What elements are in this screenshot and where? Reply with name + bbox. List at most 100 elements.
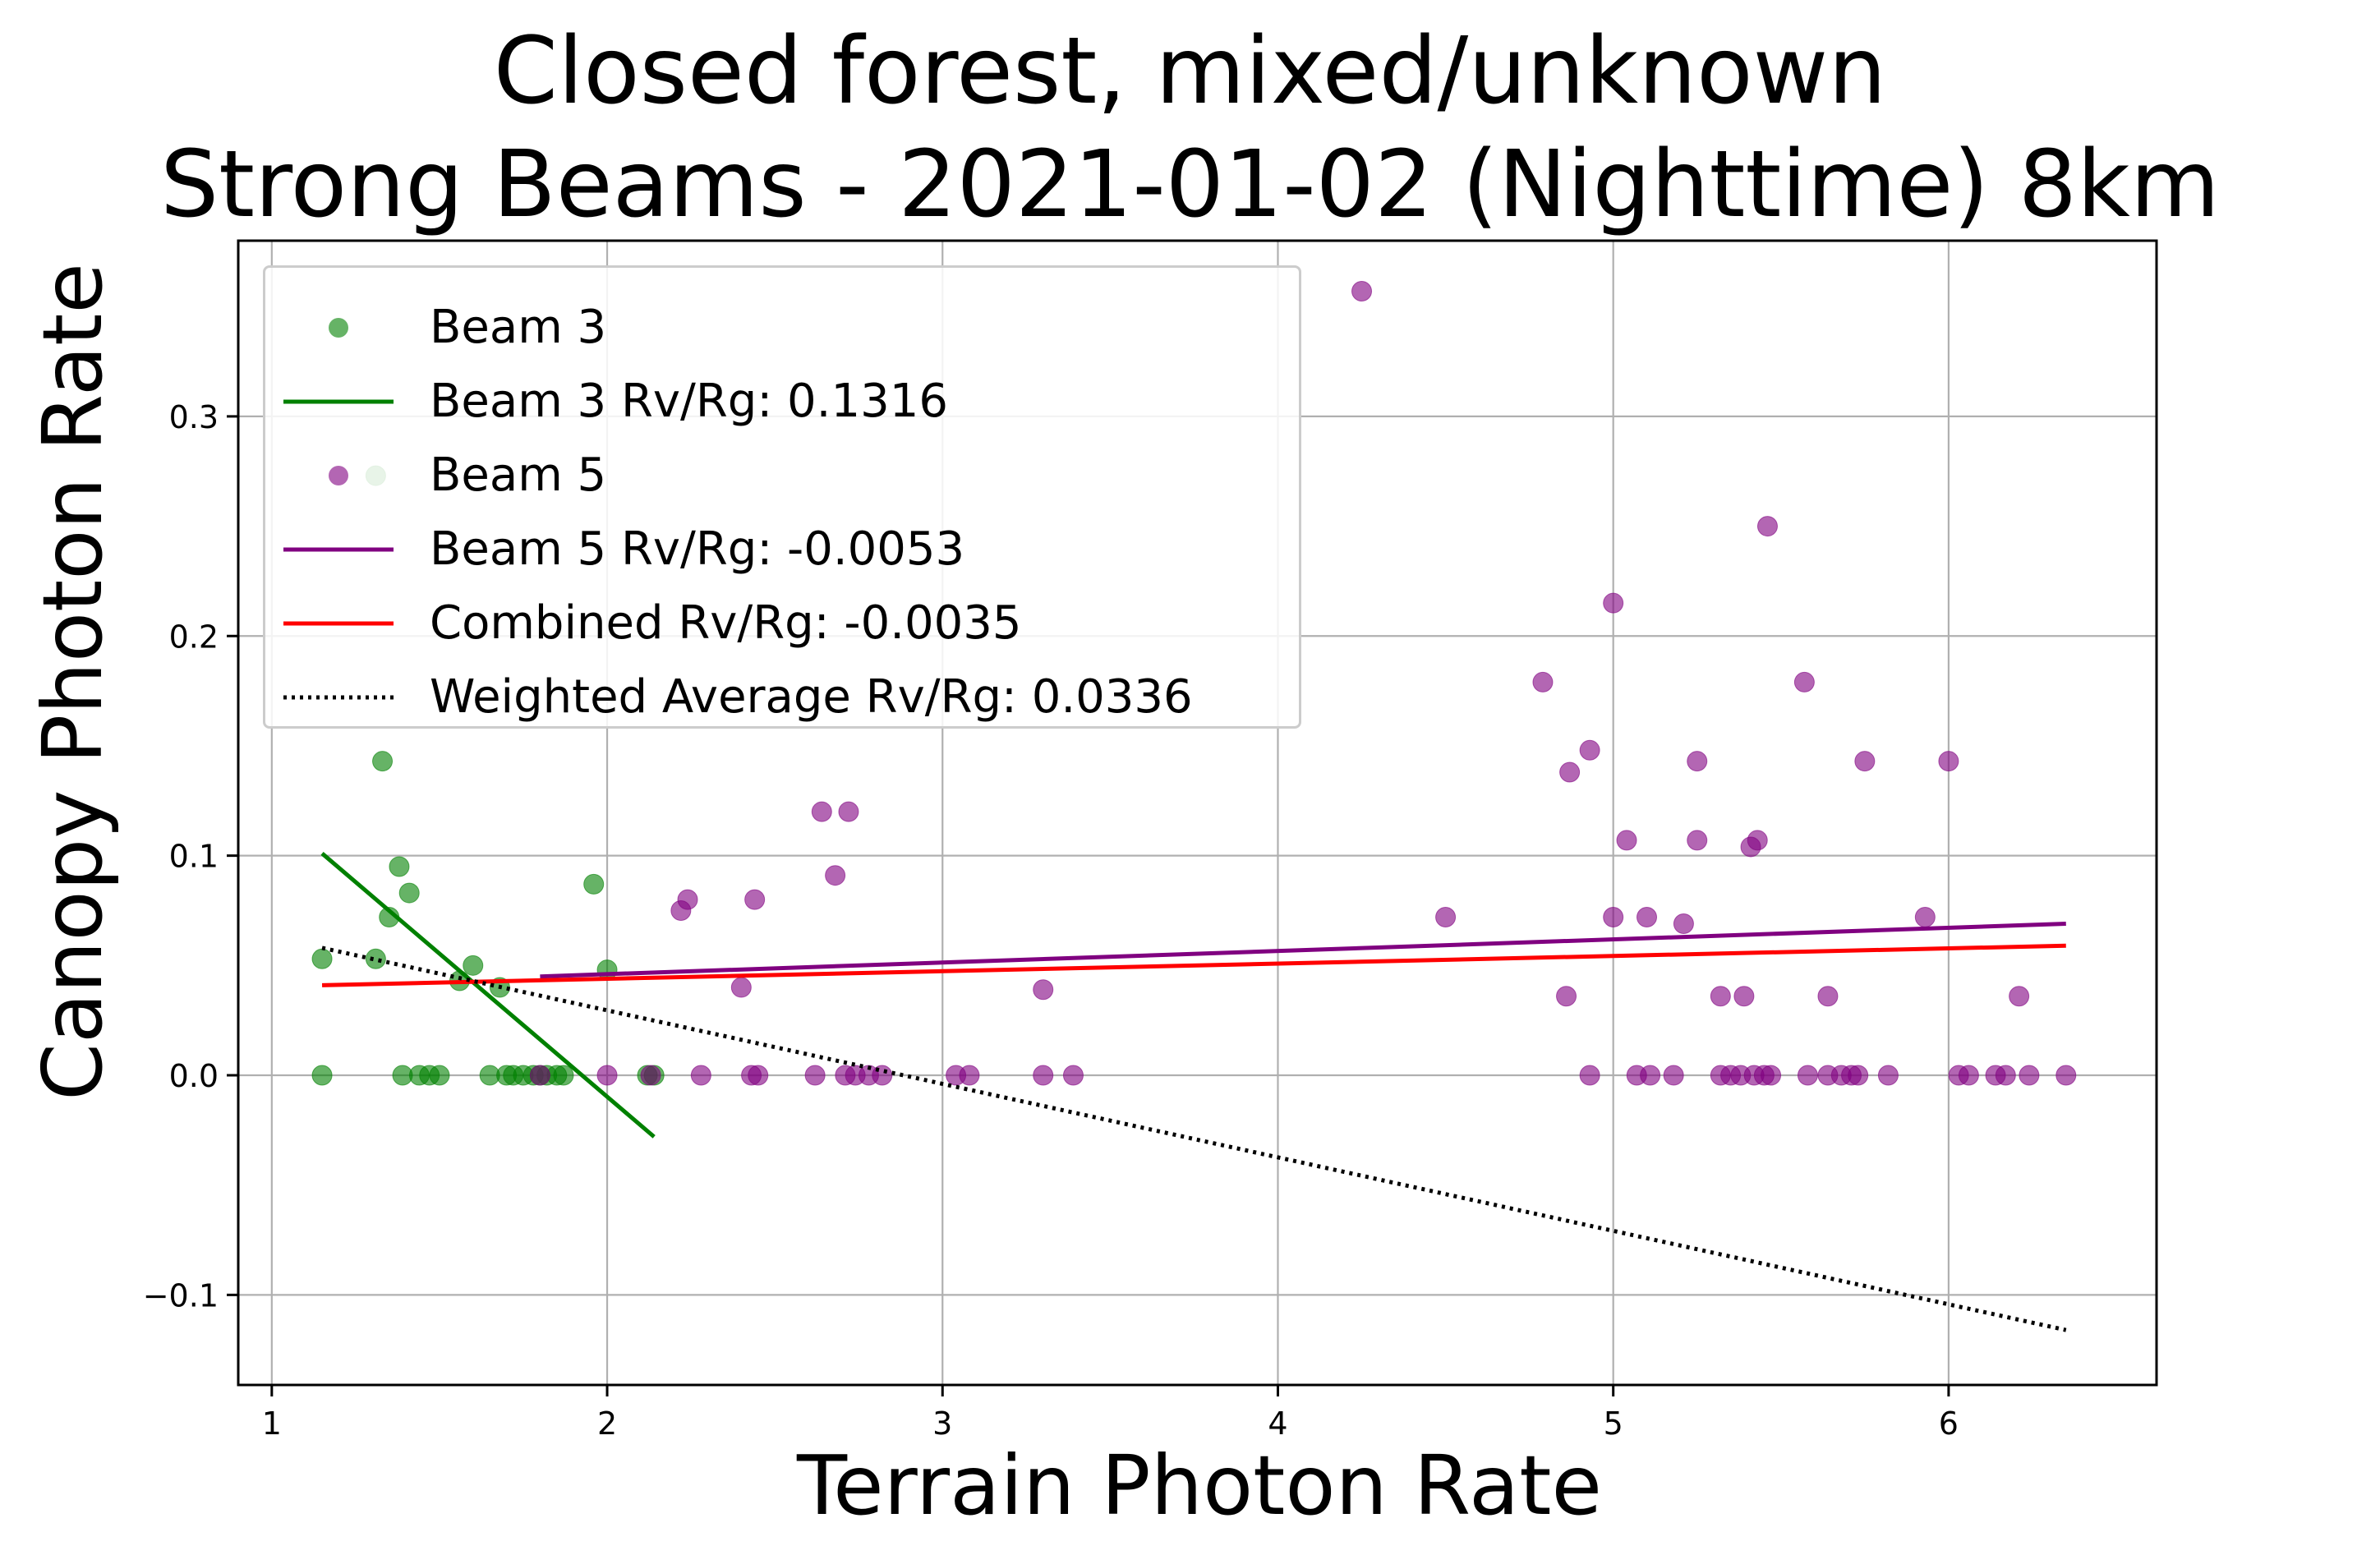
data-point-beam-5-66 [2009, 986, 2030, 1007]
data-point-beam-5-47 [1747, 830, 1768, 851]
data-point-beam-3-8 [398, 882, 420, 904]
data-point-beam-5-67 [2019, 1065, 2040, 1086]
x-axis-label: Terrain Photon Rate [796, 1438, 1603, 1534]
data-point-beam-5-8 [744, 889, 766, 910]
data-point-beam-5-53 [1817, 986, 1839, 1007]
chart-title-line-1: Closed forest, mixed/unknown [493, 18, 1887, 125]
data-point-beam-5-59 [1877, 1065, 1899, 1086]
x-tick-label-0: 1 [262, 1405, 282, 1442]
legend-item-weighted-average: Weighted Average Rv/Rg: 0.0336 [265, 660, 1299, 734]
x-tick-label-1: 2 [597, 1405, 617, 1442]
data-point-beam-5-57 [1848, 1065, 1869, 1086]
legend-marker-beam3 [329, 318, 348, 338]
legend-line-weighted-average [283, 695, 394, 700]
y-tick-label-1: 0.0 [169, 1058, 219, 1094]
data-point-beam-3-3 [365, 948, 386, 969]
y-tick-label-0: −0.1 [143, 1277, 219, 1313]
data-point-beam-5-51 [1793, 671, 1815, 692]
legend-label-beam3-fit: Beam 3 Rv/Rg: 0.1316 [430, 375, 948, 428]
data-point-beam-5-30 [1603, 592, 1624, 614]
data-point-beam-3-24 [583, 873, 605, 895]
data-point-beam-3-1 [311, 1065, 333, 1086]
data-point-beam-5-65 [1995, 1065, 2016, 1086]
y-axis-label: Canopy Photon Rate [25, 263, 121, 1101]
data-point-beam-5-37 [1673, 913, 1694, 935]
legend-item-beam5: Beam 5 [265, 439, 1299, 513]
legend-label-weighted-average: Weighted Average Rv/Rg: 0.0336 [430, 670, 1193, 724]
data-point-beam-3-13 [463, 955, 484, 976]
legend-line-beam5-fit [283, 547, 394, 552]
data-point-beam-5-39 [1687, 830, 1708, 851]
legend-label-beam5-fit: Beam 5 Rv/Rg: -0.0053 [430, 522, 965, 576]
data-point-beam-3-11 [429, 1065, 450, 1086]
data-point-beam-5-35 [1640, 1065, 1661, 1086]
y-tick-label-2: 0.1 [169, 839, 219, 875]
data-point-beam-5-25 [1532, 671, 1554, 692]
x-tick-label-3: 4 [1268, 1405, 1287, 1442]
data-point-beam-5-10 [804, 1065, 826, 1086]
data-point-beam-5-31 [1603, 907, 1624, 928]
data-point-beam-5-2 [640, 1065, 661, 1086]
data-point-beam-3-0 [311, 948, 333, 969]
legend-line-beam3-fit [283, 399, 394, 404]
fit-line-2 [321, 943, 2066, 987]
data-point-beam-5-27 [1559, 761, 1581, 783]
fit-line-3 [321, 945, 2067, 1332]
data-point-beam-5-24 [1435, 907, 1457, 928]
data-point-beam-5-22 [1062, 1065, 1084, 1086]
data-point-beam-5-0 [529, 1065, 550, 1086]
data-point-beam-5-36 [1663, 1065, 1684, 1086]
data-point-beam-5-34 [1637, 907, 1658, 928]
data-point-beam-5-61 [1938, 751, 1959, 772]
fit-line-1 [540, 922, 2066, 979]
legend-marker-beam5 [329, 466, 348, 485]
legend-line-combined-fit [283, 621, 394, 626]
data-point-beam-5-9 [748, 1065, 769, 1086]
legend-label-beam3: Beam 3 [430, 301, 607, 354]
legend-item-beam3: Beam 3 [265, 291, 1299, 365]
data-point-beam-5-58 [1854, 751, 1876, 772]
legend-label-combined-fit: Combined Rv/Rg: -0.0035 [430, 596, 1022, 650]
data-point-beam-5-5 [690, 1065, 711, 1086]
data-point-beam-3-4 [372, 751, 394, 772]
legend-label-beam5: Beam 5 [430, 449, 607, 502]
data-point-beam-5-12 [825, 865, 846, 886]
data-point-beam-5-40 [1710, 986, 1731, 1007]
fit-line-0 [320, 852, 656, 1139]
data-point-beam-5-26 [1556, 986, 1577, 1007]
data-point-beam-5-14 [838, 801, 859, 822]
data-point-beam-5-60 [1914, 907, 1936, 928]
data-point-beam-5-21 [1033, 1065, 1054, 1086]
legend-item-combined-fit: Combined Rv/Rg: -0.0035 [265, 587, 1299, 660]
data-point-beam-5-44 [1733, 986, 1755, 1007]
data-point-beam-5-4 [677, 889, 698, 910]
x-tick-label-4: 5 [1604, 1405, 1623, 1442]
data-point-beam-5-11 [811, 801, 832, 822]
data-point-beam-5-1 [596, 1065, 618, 1086]
data-point-beam-3-6 [389, 856, 410, 877]
legend-item-beam5-fit: Beam 5 Rv/Rg: -0.0053 [265, 513, 1299, 587]
x-tick-label-2: 3 [932, 1405, 952, 1442]
data-point-beam-5-38 [1687, 751, 1708, 772]
y-tick-label-4: 0.3 [169, 399, 219, 435]
data-point-beam-5-49 [1756, 516, 1778, 537]
chart-title-line-2: Strong Beams - 2021-01-02 (Nighttime) 8k… [160, 131, 2220, 238]
data-point-beam-5-19 [959, 1065, 980, 1086]
data-point-beam-5-28 [1579, 739, 1600, 761]
data-point-beam-5-23 [1351, 280, 1373, 301]
data-point-beam-5-29 [1579, 1065, 1600, 1086]
data-point-beam-5-52 [1797, 1065, 1818, 1086]
data-point-beam-5-50 [1761, 1065, 1782, 1086]
legend-item-beam3-fit: Beam 3 Rv/Rg: 0.1316 [265, 365, 1299, 439]
data-point-beam-5-17 [872, 1065, 893, 1086]
legend: Beam 3 Beam 3 Rv/Rg: 0.1316 Beam 5 Beam … [263, 265, 1301, 729]
data-point-beam-5-63 [1958, 1065, 1979, 1086]
data-point-beam-5-6 [730, 977, 752, 998]
plot-frame [237, 239, 2158, 1387]
data-point-beam-5-20 [1033, 979, 1054, 1001]
data-point-beam-3-23 [553, 1065, 574, 1086]
data-point-beam-5-32 [1616, 830, 1637, 851]
y-tick-label-3: 0.2 [169, 619, 219, 655]
x-tick-label-5: 6 [1939, 1405, 1959, 1442]
